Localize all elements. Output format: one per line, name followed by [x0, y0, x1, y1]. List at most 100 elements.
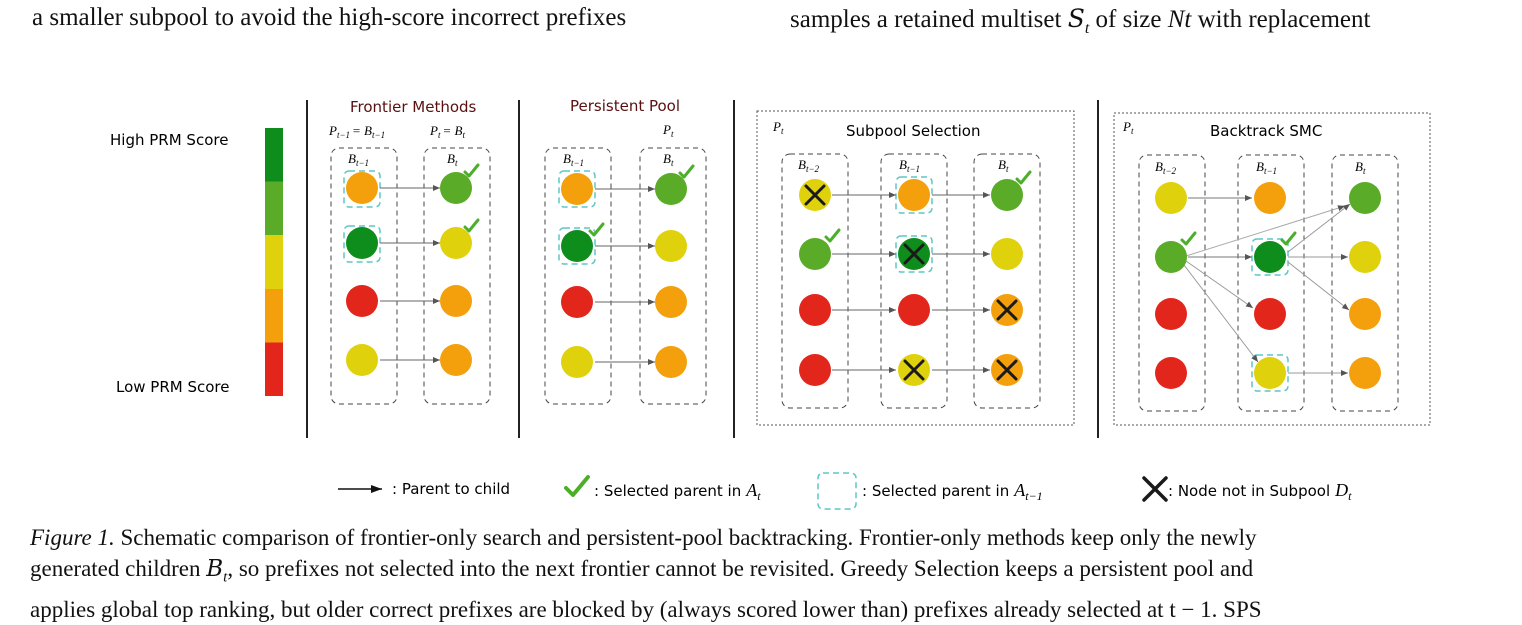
node-yellow [440, 227, 472, 259]
node-orange [561, 173, 593, 205]
backtrack-col3-box [1331, 154, 1399, 412]
node-red [1155, 357, 1187, 389]
check-icon [463, 218, 480, 233]
prm-score-color-bar [265, 128, 283, 396]
node-red [799, 294, 831, 326]
arrow-parent-to-child [1287, 203, 1351, 253]
top-text-right-suffix: with replacement [1197, 6, 1371, 33]
subpool-col1-label: Bt−2 [798, 157, 820, 174]
node-green [1349, 182, 1381, 214]
frontier-col2-label: Bt [447, 151, 458, 168]
caption-line-3: applies global top ranking, but older co… [30, 596, 1262, 622]
node-yellow [991, 238, 1023, 270]
legend-cross-label: : Node not in Subpool Dt [1168, 480, 1352, 503]
node-orange [440, 344, 472, 376]
persistent-col2-label: Bt [663, 151, 674, 168]
node-red [898, 294, 930, 326]
check-icon [588, 222, 605, 237]
panel-backtrack-title: Backtrack SMC [1210, 122, 1322, 140]
node-red [799, 354, 831, 386]
node-yellow [1155, 182, 1187, 214]
cross-icon [804, 184, 826, 206]
figure-schematic: High PRM Score Low PRM Score Frontier Me… [110, 97, 1431, 510]
backtrack-col2-label: Bt−1 [1256, 159, 1277, 176]
cyan-selection-box [558, 227, 596, 265]
frontier-right-label: Pt = Bt [429, 123, 465, 140]
top-text-right-Nt: Nt [1167, 6, 1192, 33]
arrow-parent-to-child [1183, 264, 1259, 363]
arrow-parent-to-child [1185, 205, 1346, 257]
subpool-col2-box [880, 153, 948, 409]
panel-persistent-title: Persistent Pool [570, 97, 680, 115]
figure-legend: : Parent to child : Selected parent in At… [338, 472, 1352, 510]
caption-line2-a: generated children [30, 556, 201, 581]
node-orange [1349, 298, 1381, 330]
node-green [655, 173, 687, 205]
caption-line-2: generated children Bt, so prefixes not s… [30, 553, 1500, 594]
cross-icon [903, 359, 925, 381]
legend-cross-icon [1142, 476, 1168, 502]
legend-check-label: : Selected parent in At [594, 480, 761, 503]
top-text-left: a smaller subpool to avoid the high-scor… [32, 4, 627, 31]
subpool-col2-label: Bt−1 [899, 157, 920, 174]
frontier-left-label: Pt−1 = Bt−1 [328, 123, 385, 140]
persistent-col1-box [544, 147, 612, 405]
figure-caption: Figure 1. Schematic comparison of fronti… [30, 522, 1500, 625]
legend-check-icon [564, 475, 590, 497]
legend-cyan-box-icon [817, 472, 857, 510]
node-yellow [1349, 241, 1381, 273]
check-icon [1180, 231, 1197, 246]
caption-line1-text: Schematic comparison of frontier-only se… [120, 525, 1257, 550]
subpool-col3-box [973, 153, 1041, 409]
subpool-pool-label: Pt [772, 119, 784, 136]
top-text-right-S-sub: t [1084, 20, 1090, 37]
cyan-selection-box [1251, 354, 1289, 392]
top-text-right-S: S [1067, 4, 1085, 33]
backtrack-col3-label: Bt [1355, 159, 1366, 176]
panel-frontier-methods: Frontier Methods Pt−1 = Bt−1 Pt = Bt Bt−1 … [328, 98, 491, 405]
scale-high-label: High PRM Score [110, 131, 228, 149]
node-dark-green [561, 230, 593, 262]
backtrack-col1-box [1138, 154, 1206, 412]
node-orange [346, 172, 378, 204]
backtrack-col1-label: Bt−2 [1155, 159, 1177, 176]
panel-frontier-title: Frontier Methods [350, 98, 477, 116]
node-yellow [561, 346, 593, 378]
node-orange [655, 286, 687, 318]
panel-subpool-title: Subpool Selection [846, 122, 981, 140]
frontier-col1-label: Bt−1 [348, 151, 369, 168]
cyan-selection-box [343, 225, 381, 263]
frontier-col1-box [330, 147, 398, 405]
cross-icon [903, 243, 925, 265]
node-red [1155, 298, 1187, 330]
node-red [346, 285, 378, 317]
subpool-pool-box [756, 110, 1075, 426]
check-icon [463, 163, 480, 178]
caption-label: Figure 1. [30, 525, 115, 550]
scale-low-label: Low PRM Score [116, 378, 230, 396]
arrow-parent-to-child [1185, 260, 1254, 309]
caption-line-1: Figure 1. Schematic comparison of fronti… [30, 522, 1500, 553]
caption-line2-var: B [206, 556, 224, 582]
node-orange [440, 285, 472, 317]
panel-backtrack-smc: Pt Backtrack SMC Bt−2 Bt−1 Bt [1113, 112, 1431, 426]
check-icon [678, 164, 695, 179]
frontier-col2-box [423, 147, 491, 405]
panel-subpool-selection: Pt Subpool Selection Bt−2 Bt−1 Bt [756, 110, 1075, 426]
backtrack-col2-box [1237, 154, 1305, 412]
top-text-right-mid: of size [1095, 6, 1162, 33]
node-yellow [346, 344, 378, 376]
check-icon [1280, 231, 1297, 246]
subpool-col3-label: Bt [998, 157, 1009, 174]
legend-arrow-label: : Parent to child [392, 480, 510, 498]
node-red [1254, 298, 1286, 330]
cyan-selection-box [558, 170, 596, 208]
top-text-right-prefix: samples a retained multiset [790, 6, 1062, 33]
cross-icon [996, 299, 1018, 321]
backtrack-pool-label: Pt [1122, 119, 1134, 136]
node-orange [655, 346, 687, 378]
legend-box-label: : Selected parent in At−1 [862, 480, 1043, 503]
node-orange [1349, 357, 1381, 389]
persistent-col1-label: Bt−1 [563, 151, 584, 168]
node-green [799, 238, 831, 270]
